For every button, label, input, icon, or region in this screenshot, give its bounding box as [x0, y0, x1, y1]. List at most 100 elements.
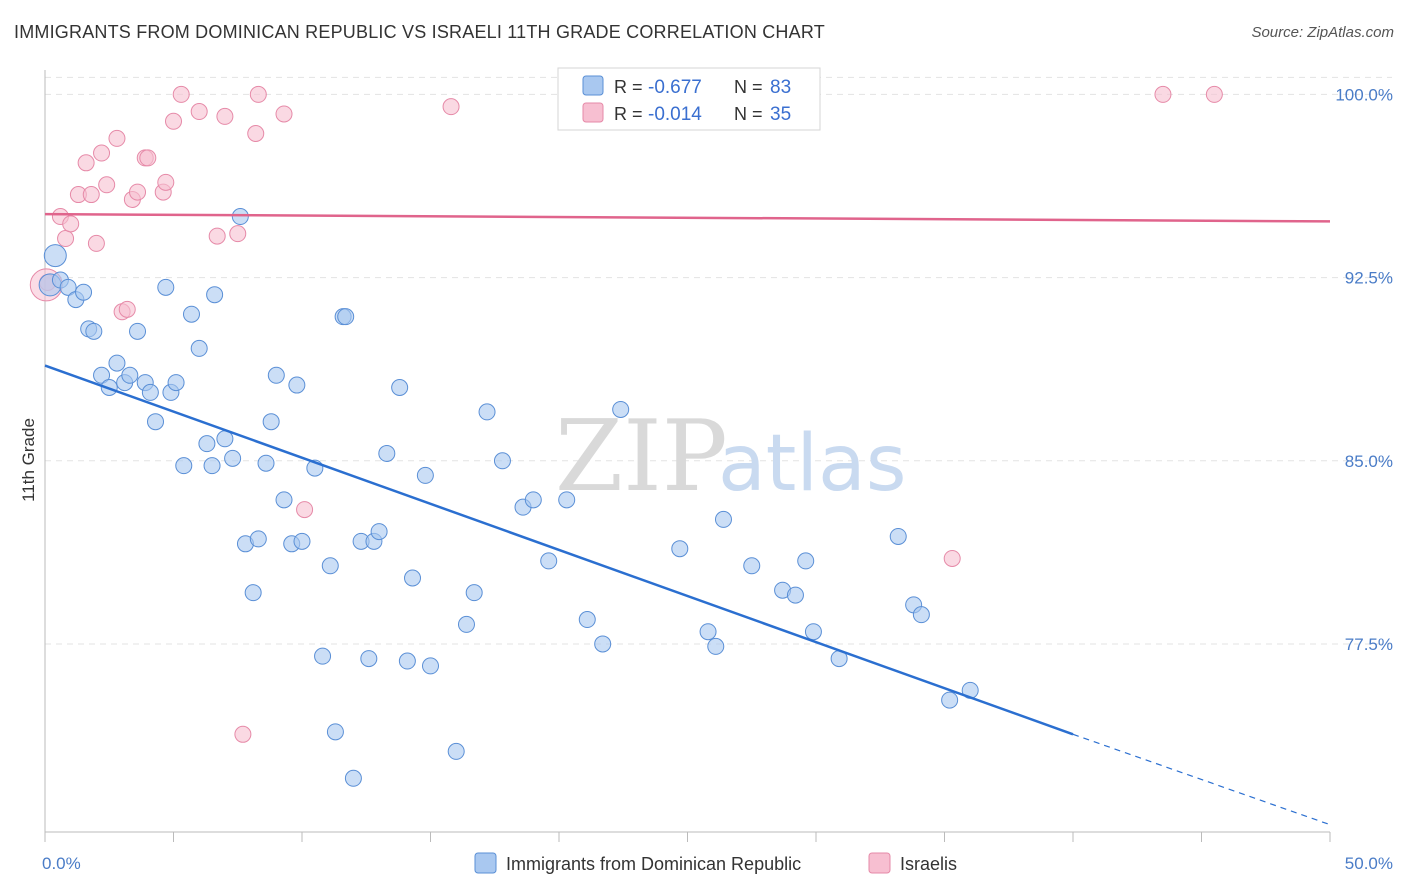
israelis-trend-line	[44, 212, 1331, 223]
legend-pink-n-value: 35	[770, 104, 791, 125]
bottom-legend-blue-swatch	[474, 852, 497, 874]
y-axis-tick-labels: 77.5% 85.0% 92.5% 100.0%	[1335, 85, 1393, 654]
dominican-point	[416, 466, 434, 484]
dominican-point	[594, 635, 612, 653]
dominican-point	[889, 527, 907, 545]
dominican-point	[344, 769, 362, 787]
bottom-legend-pink-label: Israelis	[900, 854, 957, 874]
bottom-legend-blue-label: Immigrants from Dominican Republic	[506, 854, 801, 874]
israelis-point	[208, 227, 226, 245]
israelis-point	[442, 98, 460, 116]
dominican-point	[121, 366, 139, 384]
legend-pink-n-label: N =	[734, 104, 763, 124]
dominican-point	[275, 491, 293, 509]
legend-blue-r-label: R =	[614, 77, 643, 97]
y-tick-label: 100.0%	[1335, 85, 1393, 104]
israelis-point	[87, 234, 105, 252]
dominican-point	[326, 723, 344, 741]
dominican-point	[671, 540, 689, 558]
dominican-point	[267, 366, 285, 384]
dominican-point	[314, 647, 332, 665]
dominican-point	[59, 278, 77, 296]
israelis-point	[943, 549, 961, 567]
dominican-point	[175, 457, 193, 475]
legend-blue-swatch	[582, 75, 604, 96]
israelis-point	[118, 300, 136, 318]
dominican-point	[129, 322, 147, 340]
dominican-point	[244, 584, 262, 602]
dominican-point	[85, 322, 103, 340]
dominican-point	[360, 650, 378, 668]
dominican-point	[786, 586, 804, 604]
dominican-point	[743, 557, 761, 575]
x-tick-label-min: 0.0%	[42, 854, 81, 873]
israelis-point	[275, 105, 293, 123]
y-tick-label: 92.5%	[1345, 269, 1393, 288]
dominican-point	[378, 444, 396, 462]
israelis-point	[77, 154, 95, 172]
watermark-zip: ZIP	[555, 400, 728, 514]
bottom-legend-pink-swatch	[868, 852, 891, 874]
legend-pink-r-label: R =	[614, 104, 643, 124]
dominican-point	[337, 308, 355, 326]
dominican-point	[257, 454, 275, 472]
israelis-point	[190, 103, 208, 121]
dominican-point	[465, 584, 483, 602]
dominican-trend-line	[44, 364, 1074, 736]
dominican-point	[457, 615, 475, 633]
dominican-point	[707, 637, 725, 655]
dominican-point	[203, 457, 221, 475]
dominican-point	[478, 403, 496, 421]
chart-title: IMMIGRANTS FROM DOMINICAN REPUBLIC VS IS…	[14, 22, 825, 42]
israelis-point	[216, 107, 234, 125]
legend-pink-r-value: -0.014	[648, 104, 702, 125]
israelis-point	[296, 501, 314, 519]
dominican-point	[206, 286, 224, 304]
dominican-point	[75, 283, 93, 301]
dominican-point	[524, 491, 542, 509]
israelis-point	[249, 85, 267, 103]
israelis-point	[57, 230, 75, 248]
legend-blue-n-label: N =	[734, 77, 763, 97]
dominican-point	[398, 652, 416, 670]
legend-pink-swatch	[582, 102, 604, 123]
y-axis-title: 11th Grade	[19, 418, 38, 502]
dominican-point	[321, 557, 339, 575]
x-axis-ticks	[44, 832, 1331, 842]
dominican-point	[699, 623, 717, 641]
trend-lines	[44, 212, 1331, 826]
israelis-point	[93, 144, 111, 162]
dominican-point	[447, 742, 465, 760]
dominican-point	[43, 244, 67, 268]
dominican-point	[404, 569, 422, 587]
dominican-point	[231, 208, 249, 226]
israelis-point	[108, 129, 126, 147]
israelis-point	[62, 215, 80, 233]
source-note: Source: ZipAtlas.com	[1251, 24, 1394, 41]
dominican-point	[493, 452, 511, 470]
dominican-point	[167, 374, 185, 392]
israelis-point	[1205, 85, 1223, 103]
dominican-point	[288, 376, 306, 394]
dominican-point	[422, 657, 439, 675]
dominican-point	[612, 400, 630, 418]
dominican-point	[182, 305, 200, 323]
israelis-point	[157, 173, 175, 191]
x-tick-label-max: 50.0%	[1345, 854, 1393, 873]
y-tick-label: 77.5%	[1345, 635, 1393, 654]
israelis-point	[139, 149, 157, 167]
israelis-point	[129, 183, 147, 201]
dominican-point	[190, 339, 208, 357]
dominican-point	[224, 449, 242, 467]
dominican-point	[262, 413, 280, 431]
dominican-point	[578, 611, 596, 629]
dominican-point	[198, 435, 216, 453]
israelis-point	[247, 125, 265, 142]
gridlines	[45, 76, 1392, 645]
dominican-point	[540, 552, 558, 570]
y-tick-label: 85.0%	[1345, 452, 1393, 471]
dominican-point	[804, 623, 822, 641]
dominican-point	[93, 366, 111, 384]
watermark-atlas: atlas	[718, 419, 907, 509]
